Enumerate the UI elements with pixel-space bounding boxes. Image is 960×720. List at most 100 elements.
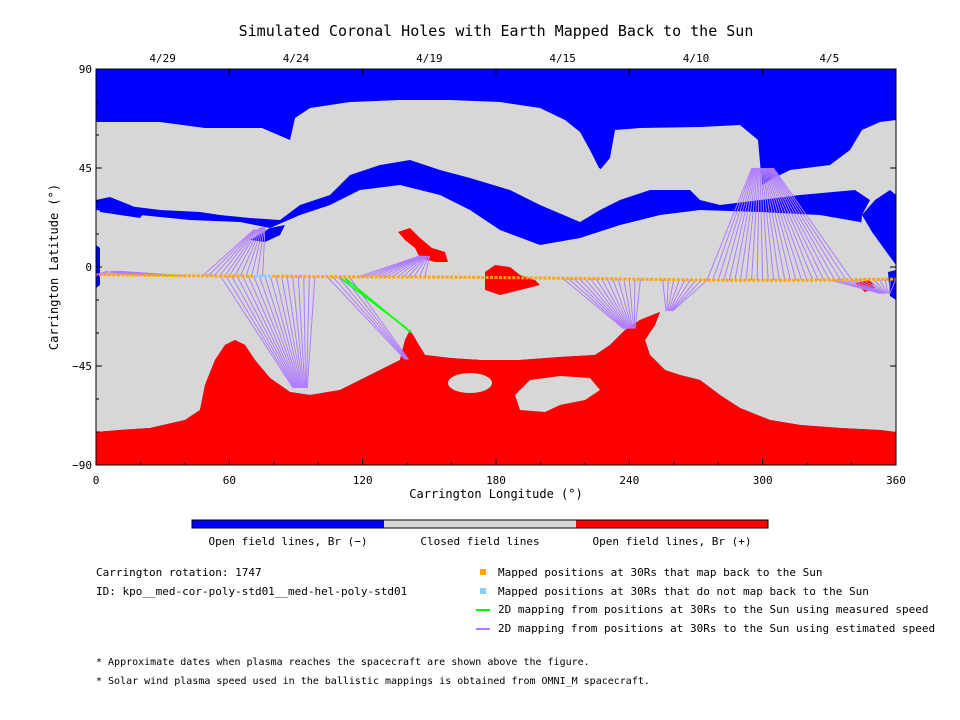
x-tick-label: 120 bbox=[353, 474, 373, 487]
mapped-position bbox=[778, 278, 782, 282]
estimated-mapping-line bbox=[773, 167, 852, 280]
mapped-position bbox=[387, 275, 391, 279]
mapped-position bbox=[685, 278, 689, 282]
estimated-mapping-line bbox=[224, 229, 258, 277]
estimated-mapping-line bbox=[101, 270, 109, 276]
mapped-position bbox=[712, 278, 716, 282]
estimated-mapping-line bbox=[207, 229, 256, 277]
estimated-mapping-line bbox=[578, 278, 627, 329]
mapped-position bbox=[774, 278, 778, 282]
mapped-position bbox=[436, 275, 440, 279]
open-positive-region bbox=[96, 312, 896, 465]
mapped-position bbox=[570, 276, 574, 280]
mapped-position bbox=[672, 278, 676, 282]
mapped-position bbox=[112, 273, 116, 277]
estimated-mapping-line bbox=[363, 255, 421, 278]
estimated-mapping-line bbox=[228, 227, 261, 277]
estimated-mapping-line bbox=[595, 278, 629, 329]
mapped-position bbox=[192, 274, 196, 278]
estimated-mapping-line bbox=[264, 276, 301, 389]
mapped-position bbox=[592, 277, 596, 281]
mapped-position bbox=[516, 276, 520, 280]
estimated-mapping-line bbox=[258, 276, 300, 389]
mapped-position bbox=[116, 273, 120, 277]
mapped-position bbox=[765, 278, 769, 282]
estimated-mapping-line bbox=[764, 167, 797, 281]
mapped-position bbox=[743, 278, 747, 282]
estimated-mapping-line bbox=[253, 275, 299, 389]
mapped-position bbox=[858, 278, 862, 282]
mapped-position bbox=[445, 275, 449, 279]
mapped-position bbox=[143, 273, 147, 277]
mapped-position bbox=[512, 276, 516, 280]
note-dates: * Approximate dates when plasma reaches … bbox=[96, 657, 590, 668]
estimated-mapping-line bbox=[634, 279, 641, 329]
estimated-mapping-line bbox=[769, 167, 830, 281]
mapped-position bbox=[716, 278, 720, 282]
estimated-mapping-line bbox=[305, 276, 310, 389]
mapped-position bbox=[703, 278, 707, 282]
mapped-position bbox=[401, 275, 405, 279]
estimated-mapping-line bbox=[106, 271, 110, 276]
mapped-position bbox=[885, 277, 889, 281]
mapped-position bbox=[601, 277, 605, 281]
estimated-mapping-line bbox=[668, 279, 680, 312]
mapped-position bbox=[627, 277, 631, 281]
estimated-mapping-line bbox=[418, 255, 430, 278]
mapped-position bbox=[454, 275, 458, 279]
estimated-mapping-line bbox=[761, 167, 775, 281]
mapped-position bbox=[836, 278, 840, 282]
mapped-position bbox=[690, 278, 694, 282]
mapped-position bbox=[805, 278, 809, 282]
estimated-mapping-line bbox=[239, 227, 263, 277]
mapped-position bbox=[676, 278, 680, 282]
estimated-mapping-line bbox=[332, 276, 407, 360]
estimated-mapping-line bbox=[337, 276, 408, 360]
mapped-position bbox=[347, 275, 351, 279]
estimated-mapping-line bbox=[771, 167, 841, 281]
date-tick-label: 4/5 bbox=[819, 52, 839, 65]
mapped-position bbox=[783, 278, 787, 282]
estimated-mapping-line bbox=[867, 279, 887, 294]
mapped-position bbox=[316, 275, 320, 279]
estimated-mapping-line bbox=[391, 255, 425, 278]
mapped-position bbox=[432, 275, 436, 279]
mapped-position bbox=[458, 275, 462, 279]
mapped-position bbox=[747, 278, 751, 282]
mapped-position bbox=[734, 278, 738, 282]
mapped-position bbox=[276, 274, 280, 278]
estimated-mapping-line bbox=[670, 279, 697, 312]
mapped-position bbox=[321, 275, 325, 279]
not-mapped-position bbox=[263, 274, 267, 278]
mapped-position bbox=[538, 276, 542, 280]
mapped-position bbox=[361, 275, 365, 279]
estimated-mapping-line bbox=[369, 255, 422, 278]
mapped-position bbox=[872, 277, 876, 281]
date-tick-label: 4/24 bbox=[283, 52, 310, 65]
y-axis-label: Carrington Latitude (°) bbox=[47, 184, 61, 350]
date-axis-ticks: 4/29 4/24 4/19 4/15 4/10 4/5 bbox=[149, 52, 839, 65]
estimated-mapping-line bbox=[765, 167, 803, 281]
mapped-position bbox=[796, 278, 800, 282]
estimated-mapping-line bbox=[96, 270, 108, 276]
x-tick-label: 60 bbox=[223, 474, 236, 487]
estimated-mapping-line bbox=[633, 279, 636, 329]
colorbar-segment bbox=[576, 520, 768, 528]
mapped-position bbox=[610, 277, 614, 281]
mapped-position bbox=[467, 275, 471, 279]
estimated-mapping-line bbox=[407, 255, 428, 278]
mapped-position bbox=[325, 275, 329, 279]
mapped-position bbox=[650, 277, 654, 281]
mapped-position bbox=[792, 278, 796, 282]
estimated-mapping-line bbox=[286, 276, 304, 389]
mapped-position bbox=[521, 276, 525, 280]
mapped-position bbox=[752, 278, 756, 282]
colorbar-label: Open field lines, Br (+) bbox=[593, 535, 752, 548]
mapped-position bbox=[147, 273, 151, 277]
estimated-mapping-line bbox=[292, 276, 305, 389]
x-tick-label: 0 bbox=[93, 474, 100, 487]
estimated-mapping-line bbox=[256, 227, 265, 277]
estimated-mapping-line bbox=[756, 167, 760, 281]
mapped-position bbox=[890, 277, 894, 281]
